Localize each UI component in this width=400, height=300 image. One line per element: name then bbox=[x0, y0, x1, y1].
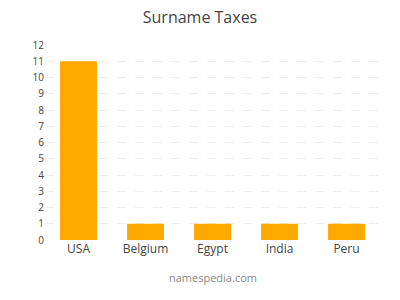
svg-text:12: 12 bbox=[33, 38, 45, 52]
svg-text:Surname Taxes: Surname Taxes bbox=[143, 6, 257, 28]
svg-text:6: 6 bbox=[38, 135, 44, 149]
svg-text:5: 5 bbox=[38, 151, 44, 165]
svg-text:8: 8 bbox=[38, 103, 44, 117]
svg-text:4: 4 bbox=[38, 168, 44, 182]
svg-text:10: 10 bbox=[33, 70, 45, 84]
svg-text:0: 0 bbox=[38, 233, 44, 247]
svg-text:3: 3 bbox=[38, 184, 44, 198]
svg-text:USA: USA bbox=[67, 240, 90, 257]
svg-text:Peru: Peru bbox=[333, 240, 359, 257]
svg-text:1: 1 bbox=[38, 216, 44, 230]
svg-text:2: 2 bbox=[38, 200, 44, 214]
svg-text:namespedia.com: namespedia.com bbox=[169, 270, 257, 285]
svg-text:9: 9 bbox=[38, 86, 44, 100]
svg-text:7: 7 bbox=[38, 119, 44, 133]
svg-text:Egypt: Egypt bbox=[197, 240, 228, 257]
svg-text:Belgium: Belgium bbox=[123, 240, 169, 257]
svg-text:India: India bbox=[266, 240, 294, 257]
svg-text:11: 11 bbox=[33, 54, 44, 68]
